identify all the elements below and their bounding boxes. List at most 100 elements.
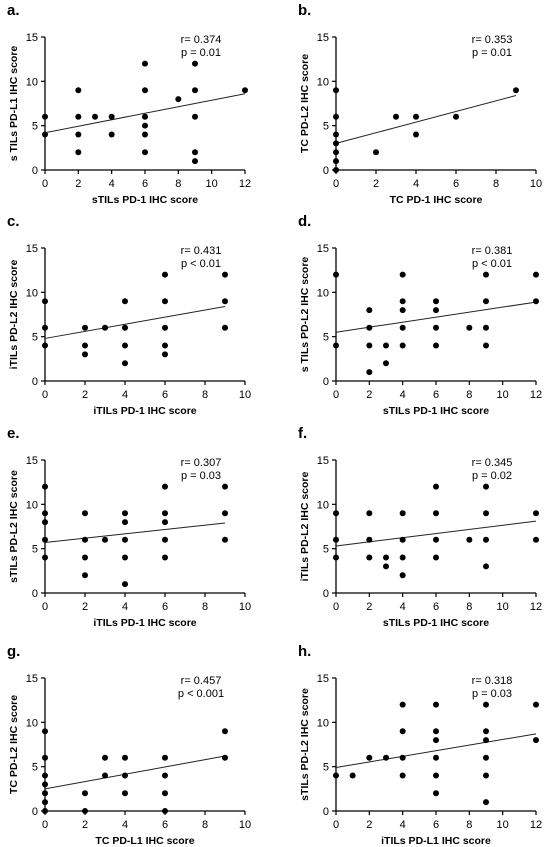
x-tick-label: 6 xyxy=(433,389,439,401)
data-point xyxy=(82,790,88,797)
data-point xyxy=(82,351,88,358)
x-axis-label: iTILs PD-1 IHC score xyxy=(93,405,196,417)
y-tick-label: 15 xyxy=(26,32,38,44)
data-point xyxy=(42,790,48,797)
x-axis-label: sTILs PD-1 IHC score xyxy=(92,194,198,206)
data-point xyxy=(102,324,108,331)
x-axis-label: sTILs PD-1 IHC score xyxy=(383,405,489,417)
data-point xyxy=(42,131,48,138)
data-point xyxy=(42,510,48,517)
data-point xyxy=(433,790,439,797)
data-point xyxy=(433,701,439,708)
x-tick-label: 10 xyxy=(497,389,509,401)
x-tick-label: 8 xyxy=(466,389,472,401)
data-point xyxy=(383,554,389,561)
data-point xyxy=(373,149,379,156)
scatter-panel-0: a. 0 5 10 15 0 2 4 6 8 10 12 sTILs PD-1 IHC score s T… xyxy=(7,2,251,206)
y-tick-label: 15 xyxy=(317,243,329,255)
data-point xyxy=(42,728,48,735)
scatter-panel-3: d. 0 5 10 15 0 2 4 6 8 10 12 sTILs PD-1 IHC score s T… xyxy=(298,213,542,417)
data-point xyxy=(222,324,228,331)
y-axis-label: sTILs PD-L2 IHC score xyxy=(299,688,311,801)
stat-r: r= 0.431 xyxy=(181,245,222,257)
x-tick-label: 4 xyxy=(400,601,406,613)
data-point xyxy=(383,754,389,761)
stat-p: p = 0.03 xyxy=(472,688,512,700)
x-tick-label: 12 xyxy=(530,389,542,401)
y-tick-label: 5 xyxy=(32,121,38,133)
y-tick-label: 0 xyxy=(32,806,38,818)
data-point xyxy=(122,536,128,543)
data-point xyxy=(162,519,168,526)
data-point xyxy=(333,510,339,517)
data-point xyxy=(333,554,339,561)
stat-p: p < 0.01 xyxy=(181,258,221,270)
data-point xyxy=(42,536,48,543)
data-point xyxy=(162,510,168,517)
x-tick-label: 8 xyxy=(175,178,181,190)
data-point xyxy=(399,772,406,779)
y-tick-label: 5 xyxy=(323,544,329,556)
x-tick-label: 0 xyxy=(42,819,48,831)
x-tick-label: 8 xyxy=(202,601,208,613)
data-point xyxy=(82,554,88,561)
data-point xyxy=(483,342,489,349)
data-point xyxy=(399,572,406,579)
y-tick-label: 5 xyxy=(323,762,329,774)
data-point xyxy=(483,536,489,543)
x-tick-label: 8 xyxy=(466,601,472,613)
x-tick-label: 4 xyxy=(400,389,406,401)
data-point xyxy=(366,754,373,761)
data-point xyxy=(533,701,539,708)
y-axis-label: sTILs PD-L2 IHC score xyxy=(8,470,20,583)
data-point xyxy=(333,149,339,156)
data-point xyxy=(366,510,373,517)
data-point xyxy=(162,808,168,814)
data-point xyxy=(483,754,489,761)
data-point xyxy=(399,554,406,561)
data-point xyxy=(383,563,389,570)
data-point xyxy=(513,87,519,94)
x-tick-label: 2 xyxy=(366,389,372,401)
data-point xyxy=(399,728,406,735)
data-point xyxy=(102,754,108,761)
data-point xyxy=(433,324,439,331)
data-point xyxy=(122,772,128,779)
data-point xyxy=(192,60,198,67)
stat-r: r= 0.318 xyxy=(472,675,513,687)
x-tick-label: 8 xyxy=(202,389,208,401)
data-point xyxy=(433,536,439,543)
data-point xyxy=(393,113,399,120)
scatter-panel-1: b. 0 5 10 15 0 2 4 6 8 10 TC PD-1 IHC score TC PD-L2… xyxy=(298,2,542,206)
x-tick-label: 0 xyxy=(333,178,339,190)
data-point xyxy=(483,701,489,708)
data-point xyxy=(483,728,489,735)
y-axis-label: s TILs PD-L2 IHC score xyxy=(299,257,311,373)
data-point xyxy=(333,536,339,543)
y-axis-label: TC PD-L2 IHC score xyxy=(8,695,20,794)
data-point xyxy=(222,298,228,305)
x-tick-label: 10 xyxy=(497,601,509,613)
data-point xyxy=(399,754,406,761)
data-point xyxy=(399,510,406,517)
regression-line xyxy=(335,733,537,769)
y-tick-label: 15 xyxy=(26,243,38,255)
data-point xyxy=(366,554,373,561)
data-point xyxy=(42,754,48,761)
data-point xyxy=(75,87,82,94)
data-point xyxy=(162,554,168,561)
data-point xyxy=(162,772,168,779)
scatter-panel-5: f. 0 5 10 15 0 2 4 6 8 10 12 sTILs PD-1 IHC score iTI… xyxy=(298,425,542,629)
data-point xyxy=(142,113,148,120)
data-point xyxy=(102,536,108,543)
x-tick-label: 12 xyxy=(530,819,542,831)
data-point xyxy=(349,772,356,779)
panel-letter: b. xyxy=(298,2,311,19)
stat-p: p = 0.03 xyxy=(181,470,221,482)
data-point xyxy=(433,298,439,305)
y-axis-label: TC PD-L2 IHC score xyxy=(299,54,311,153)
x-tick-label: 2 xyxy=(366,601,372,613)
data-point xyxy=(222,510,228,517)
y-tick-label: 15 xyxy=(317,455,329,467)
data-point xyxy=(192,113,198,120)
